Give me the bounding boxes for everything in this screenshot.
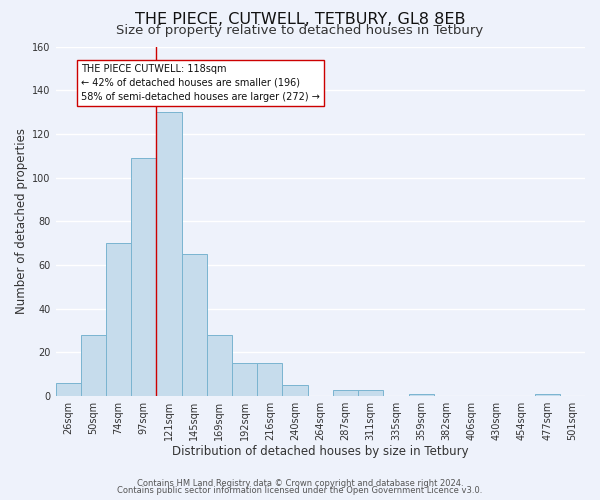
Bar <box>182 254 207 396</box>
Bar <box>207 335 232 396</box>
Bar <box>131 158 157 396</box>
Bar <box>157 112 182 396</box>
Bar <box>81 335 106 396</box>
Text: Contains HM Land Registry data © Crown copyright and database right 2024.: Contains HM Land Registry data © Crown c… <box>137 478 463 488</box>
Bar <box>535 394 560 396</box>
X-axis label: Distribution of detached houses by size in Tetbury: Distribution of detached houses by size … <box>172 444 469 458</box>
Bar <box>56 383 81 396</box>
Text: THE PIECE CUTWELL: 118sqm
← 42% of detached houses are smaller (196)
58% of semi: THE PIECE CUTWELL: 118sqm ← 42% of detac… <box>81 64 320 102</box>
Bar <box>409 394 434 396</box>
Y-axis label: Number of detached properties: Number of detached properties <box>15 128 28 314</box>
Bar <box>257 364 283 396</box>
Text: THE PIECE, CUTWELL, TETBURY, GL8 8EB: THE PIECE, CUTWELL, TETBURY, GL8 8EB <box>135 12 465 28</box>
Bar <box>283 385 308 396</box>
Bar <box>358 390 383 396</box>
Bar <box>106 243 131 396</box>
Bar <box>232 364 257 396</box>
Bar <box>333 390 358 396</box>
Text: Contains public sector information licensed under the Open Government Licence v3: Contains public sector information licen… <box>118 486 482 495</box>
Text: Size of property relative to detached houses in Tetbury: Size of property relative to detached ho… <box>116 24 484 37</box>
